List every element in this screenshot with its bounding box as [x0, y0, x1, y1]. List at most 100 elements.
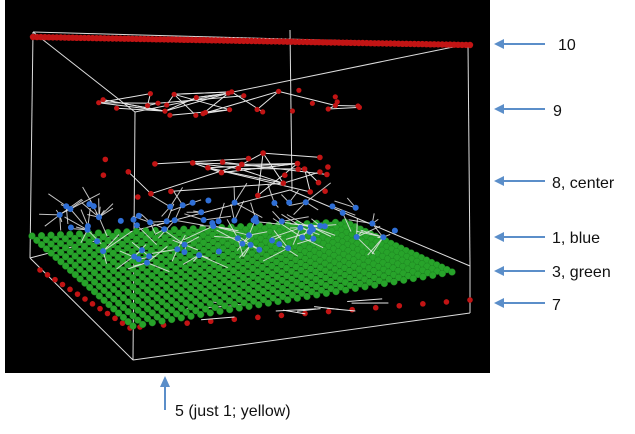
label-layer-9: 9 [553, 103, 562, 120]
blue-node [253, 218, 260, 225]
link-line [127, 171, 152, 195]
blue-node [209, 220, 216, 226]
green-node [124, 308, 132, 316]
green-node [175, 229, 183, 237]
green-node [109, 267, 118, 275]
link-line [221, 163, 298, 174]
green-node [249, 272, 257, 280]
green-node [114, 262, 122, 270]
link-line [102, 234, 120, 252]
green-node [177, 295, 185, 303]
green-node [119, 266, 127, 274]
layer-8-red-network [100, 150, 331, 200]
green-node [254, 284, 262, 292]
green-node [163, 311, 171, 320]
green-node [342, 286, 350, 294]
red-node [207, 318, 214, 325]
green-node [119, 275, 127, 283]
green-node [124, 288, 132, 296]
red-node [301, 166, 308, 172]
link-line [98, 93, 151, 104]
link-line [164, 92, 229, 112]
green-node [274, 289, 282, 297]
green-node [119, 303, 128, 312]
green-node [172, 273, 180, 282]
green-node [142, 235, 150, 243]
green-node [153, 276, 161, 284]
blue-node [135, 212, 142, 219]
green-node [129, 292, 137, 301]
blue-node [302, 199, 309, 206]
green-node [225, 288, 233, 296]
green-node [186, 251, 194, 259]
green-node [119, 294, 128, 302]
green-node [206, 309, 214, 317]
red-node [420, 301, 426, 307]
green-node [105, 263, 113, 271]
green-node [226, 306, 234, 314]
green-node [210, 269, 219, 277]
green-node [139, 291, 147, 299]
red-node [231, 316, 238, 323]
red-node [239, 161, 245, 168]
red-node [218, 169, 225, 176]
green-node [57, 258, 65, 266]
blue-node [215, 248, 222, 255]
green-node [192, 288, 200, 297]
green-node [254, 276, 262, 284]
green-node [134, 306, 142, 314]
blue-node [84, 223, 91, 230]
link-line [271, 227, 301, 239]
green-node [215, 281, 224, 289]
green-node [52, 253, 60, 262]
green-node [332, 288, 340, 296]
green-node [33, 236, 41, 244]
green-node [71, 252, 79, 260]
green-node [162, 274, 171, 283]
blue-node [200, 217, 207, 223]
red-node [100, 97, 106, 103]
green-node [61, 253, 70, 261]
green-node [161, 234, 169, 242]
green-node [186, 276, 195, 284]
green-node [90, 269, 99, 277]
blue-node [276, 241, 283, 248]
link-line [256, 91, 279, 110]
green-node [303, 292, 311, 301]
green-node [182, 290, 190, 298]
arrow-head [494, 298, 504, 308]
green-node [322, 289, 330, 297]
green-node [250, 297, 258, 305]
green-node [114, 245, 122, 253]
red-node [260, 109, 266, 115]
red-node [147, 91, 153, 97]
green-node [158, 298, 166, 306]
green-node [143, 286, 152, 294]
green-node [273, 281, 282, 289]
green-node [124, 318, 132, 326]
frame-edge [29, 31, 34, 259]
green-node [400, 276, 408, 284]
green-node [148, 281, 156, 289]
green-node [110, 285, 118, 294]
green-node [142, 243, 151, 251]
green-node [284, 296, 292, 304]
green-node [61, 235, 69, 243]
green-node [197, 310, 205, 319]
red-node [67, 286, 73, 293]
link-line [136, 224, 157, 246]
green-node [206, 274, 214, 282]
green-node [76, 265, 84, 274]
green-node [95, 292, 103, 300]
blue-node [144, 259, 150, 266]
green-node [86, 274, 94, 282]
label-layer-5: 5 (just 1; yellow) [175, 403, 291, 420]
green-node [220, 268, 228, 276]
green-node [172, 310, 181, 318]
red-node [200, 111, 206, 117]
blue-node [246, 232, 252, 239]
green-node [56, 239, 65, 248]
green-node [211, 286, 219, 294]
layer-1-blue-nodes [56, 197, 398, 266]
link-line [98, 203, 114, 218]
